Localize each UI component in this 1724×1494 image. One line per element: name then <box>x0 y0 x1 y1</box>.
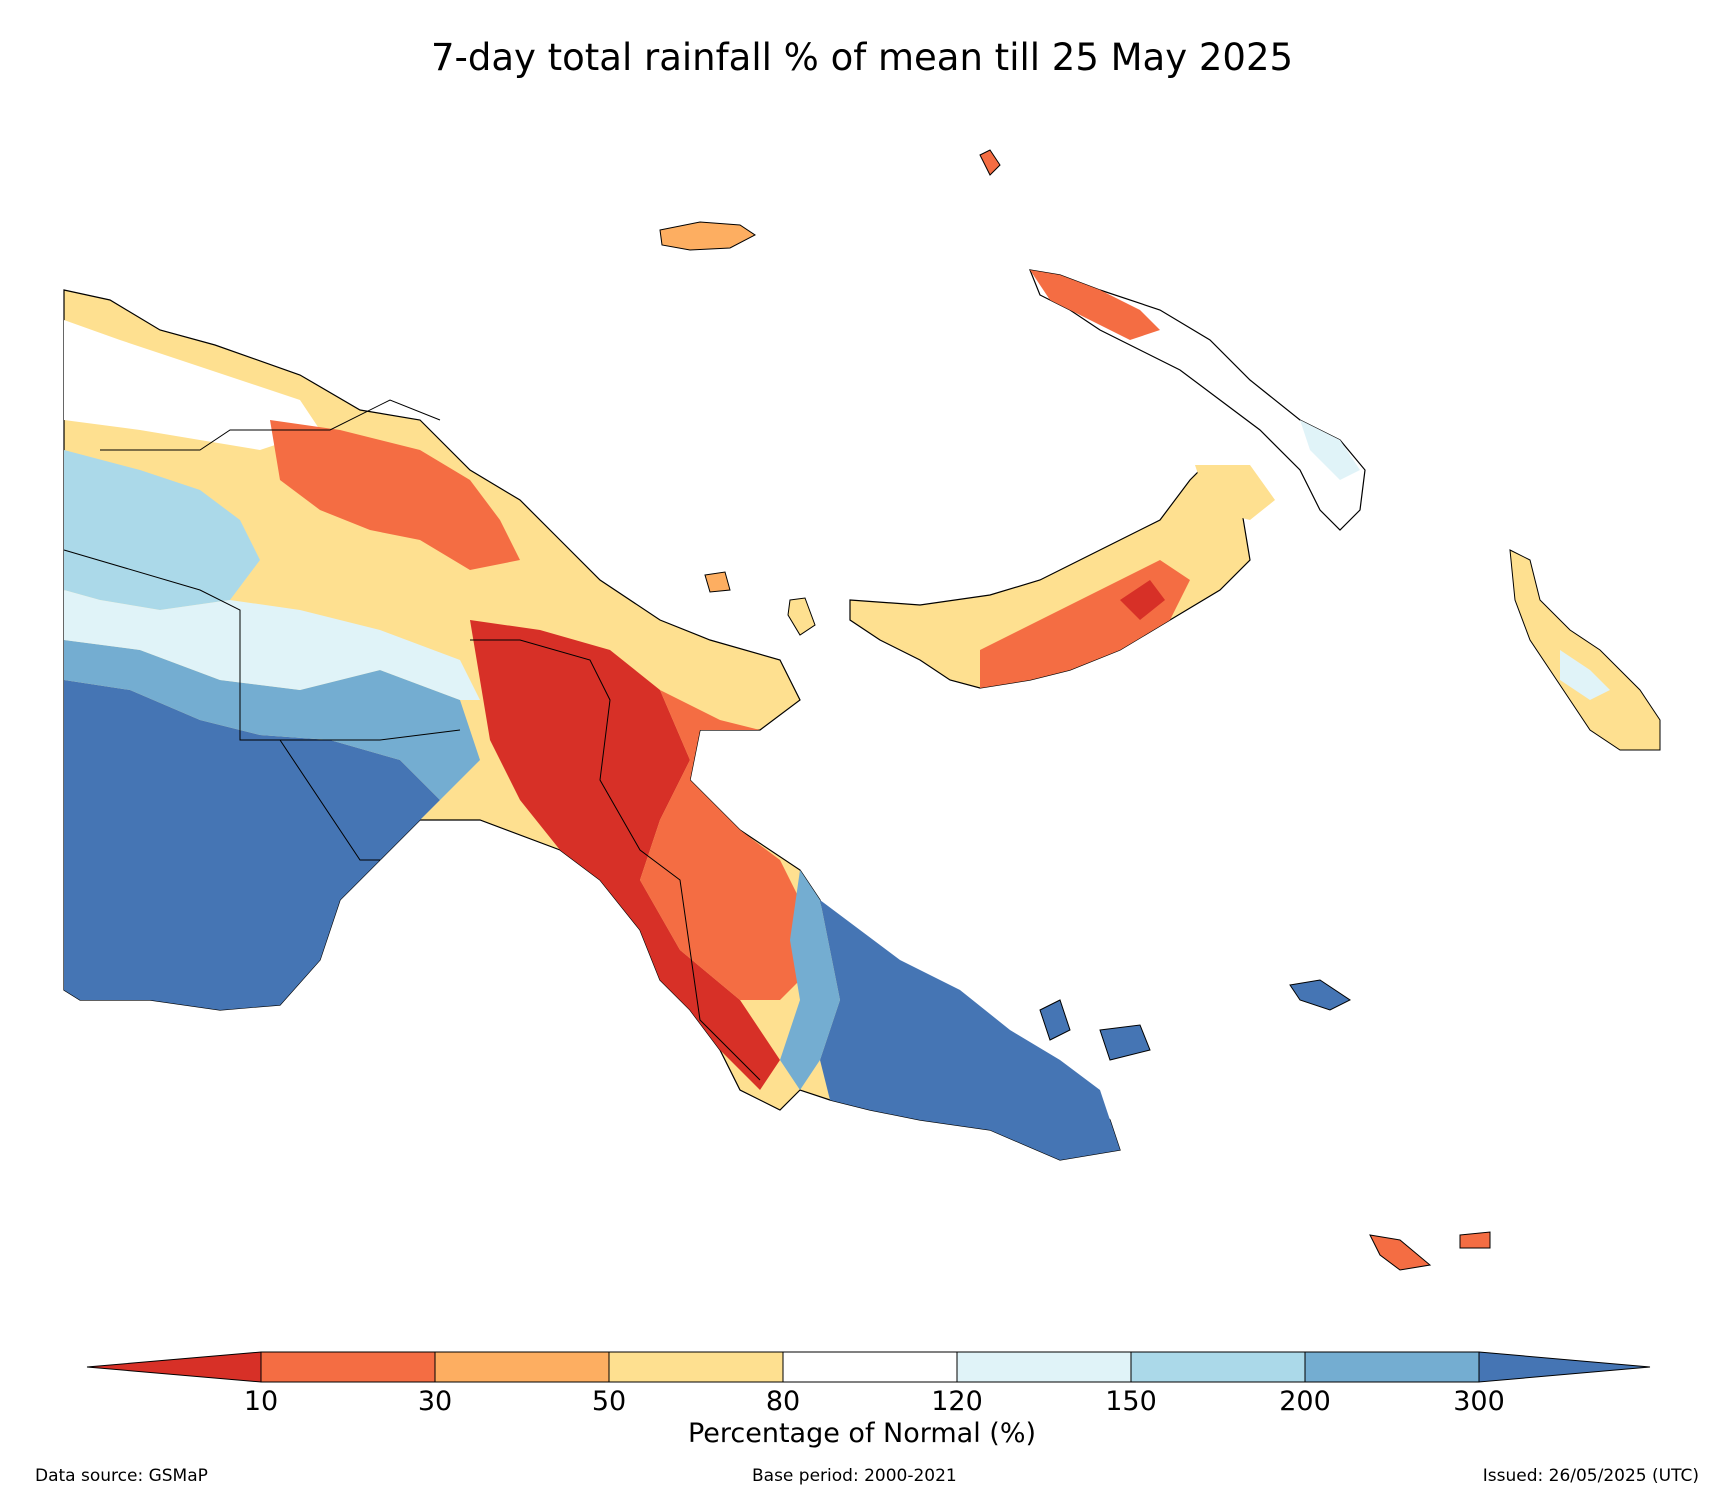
manus-island <box>659 221 756 251</box>
bougainville <box>1509 549 1661 751</box>
tick-label: 150 <box>1105 1386 1157 1417</box>
tick-label: 10 <box>243 1386 279 1417</box>
tick-label: 300 <box>1453 1386 1505 1417</box>
base-period: Base period: 2000-2021 <box>752 1466 957 1486</box>
colorbar-segment-30-50 <box>434 1351 610 1383</box>
colorbar-segment-50-80 <box>608 1351 784 1383</box>
tick-label: 120 <box>931 1386 983 1417</box>
map-title: 7-day total rainfall % of mean till 25 M… <box>430 36 1294 79</box>
colorbar-extend-low <box>86 1351 262 1383</box>
tick-label: 200 <box>1279 1386 1331 1417</box>
tick-label: 80 <box>765 1386 801 1417</box>
karkar-island <box>704 571 731 593</box>
colorbar-extend-high <box>1478 1351 1651 1383</box>
new-britain <box>849 465 1275 689</box>
tick-label: 30 <box>417 1386 453 1417</box>
issued-date: Issued: 26/05/2025 (UTC) <box>1482 1466 1699 1486</box>
colorbar-label: Percentage of Normal (%) <box>687 1418 1037 1449</box>
tick-label: 50 <box>591 1386 627 1417</box>
colorbar-segment-80-120 <box>782 1351 958 1383</box>
colorbar-segment-10-30 <box>260 1351 436 1383</box>
colorbar-segment-200-300 <box>1304 1351 1480 1383</box>
colorbar-segment-150-200 <box>1130 1351 1306 1383</box>
colorbar-segment-120-150 <box>956 1351 1132 1383</box>
umboi-island <box>787 597 816 636</box>
milne-bay-islands <box>1039 979 1491 1271</box>
mussau-island <box>979 149 1001 176</box>
mainland-west <box>63 289 1121 1161</box>
data-source: Data source: GSMaP <box>35 1466 208 1486</box>
new-ireland <box>1029 269 1366 531</box>
